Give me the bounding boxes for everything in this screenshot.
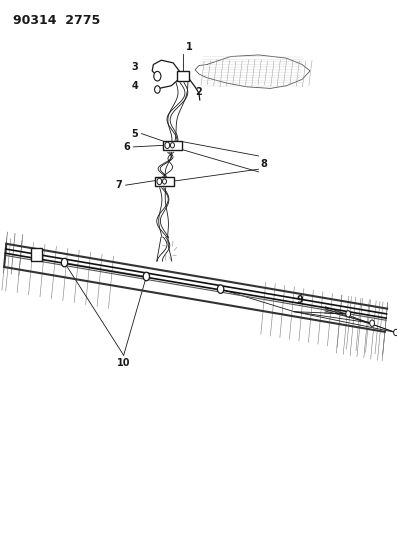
Bar (155, 176, 174, 186)
Circle shape (162, 179, 166, 184)
Circle shape (154, 86, 160, 93)
Circle shape (346, 311, 351, 317)
Text: 4: 4 (132, 81, 139, 91)
Circle shape (61, 259, 68, 267)
Circle shape (157, 178, 162, 184)
Bar (31, 248, 42, 261)
Text: 5: 5 (132, 128, 139, 139)
Text: 6: 6 (124, 142, 131, 152)
Text: 8: 8 (260, 159, 267, 169)
Text: 7: 7 (116, 180, 123, 190)
Circle shape (394, 329, 398, 336)
Text: 9: 9 (296, 295, 303, 305)
Circle shape (143, 272, 150, 281)
Text: 10: 10 (117, 358, 131, 368)
Text: 2: 2 (195, 87, 202, 97)
Text: 90314  2775: 90314 2775 (13, 14, 100, 27)
Circle shape (217, 285, 224, 293)
Bar (177, 71, 189, 82)
Circle shape (370, 320, 375, 326)
Circle shape (165, 142, 170, 149)
Text: 3: 3 (132, 62, 139, 72)
Bar (163, 141, 182, 150)
Circle shape (170, 143, 174, 148)
Text: 1: 1 (186, 42, 193, 52)
Circle shape (154, 71, 161, 81)
